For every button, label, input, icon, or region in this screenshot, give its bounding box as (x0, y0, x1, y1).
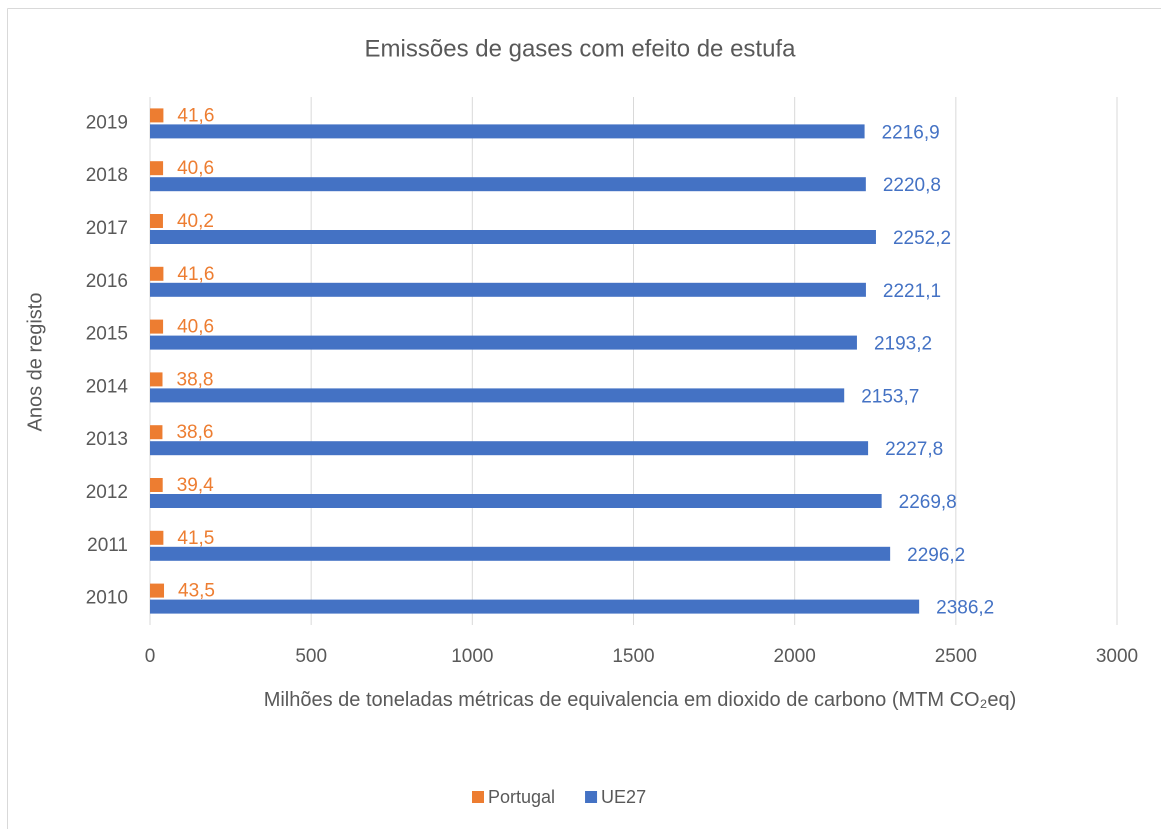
bar (150, 583, 165, 598)
bar (150, 161, 164, 176)
x-axis-label: Milhões de toneladas métricas de equival… (263, 689, 1017, 711)
bar (150, 530, 164, 545)
bar (150, 177, 866, 192)
value-label: 43,5 (178, 581, 215, 602)
x-tick-label: 3000 (1096, 646, 1138, 667)
value-label: 2221,1 (883, 281, 941, 302)
bar (150, 425, 163, 440)
value-label: 38,8 (177, 369, 214, 390)
value-label: 40,2 (177, 211, 214, 232)
value-label: 38,6 (176, 422, 213, 443)
bar (150, 441, 869, 456)
y-tick-label: 2010 (86, 588, 128, 609)
value-label: 2153,7 (861, 386, 919, 407)
bar (150, 319, 164, 334)
legend-label: UE27 (601, 787, 646, 807)
value-label: 41,6 (177, 105, 214, 126)
bar (150, 335, 857, 350)
bar (150, 494, 882, 508)
x-tick-label: 1500 (612, 646, 654, 667)
value-label: 2386,2 (936, 598, 994, 619)
bar (150, 282, 866, 297)
y-tick-label: 2012 (86, 482, 128, 503)
value-label: 2296,2 (907, 545, 965, 566)
y-axis-label: Anos de registo (24, 293, 46, 432)
bar (150, 266, 164, 281)
x-tick-label: 2500 (935, 646, 977, 667)
value-label: 41,5 (177, 528, 214, 549)
y-tick-label: 2011 (87, 535, 128, 556)
legend-label: Portugal (488, 787, 555, 807)
value-label: 39,4 (177, 475, 214, 496)
legend-swatch (585, 791, 598, 803)
x-tick-label: 2000 (774, 646, 816, 667)
value-label: 2216,9 (882, 122, 940, 143)
y-tick-label: 2017 (86, 218, 128, 239)
x-tick-label: 1000 (451, 646, 493, 667)
x-tick-label: 0 (145, 646, 156, 667)
y-tick-label: 2014 (86, 376, 129, 397)
bar (150, 599, 920, 614)
y-tick-label: 2013 (86, 429, 128, 450)
x-tick-label: 500 (295, 646, 327, 667)
bar (150, 124, 865, 139)
bar (150, 214, 163, 228)
value-label: 40,6 (177, 158, 214, 179)
y-tick-label: 2016 (86, 271, 128, 292)
value-label: 41,6 (177, 264, 214, 285)
y-tick-label: 2018 (86, 165, 128, 186)
value-label: 40,6 (177, 317, 214, 338)
bar (150, 372, 163, 387)
y-tick-label: 2019 (86, 112, 128, 133)
value-label: 2269,8 (899, 492, 957, 513)
value-label: 2227,8 (885, 439, 943, 460)
bar (150, 478, 163, 492)
value-label: 2220,8 (883, 175, 941, 196)
bar (150, 108, 164, 123)
legend-swatch (472, 791, 484, 803)
bar (150, 546, 891, 561)
y-tick-label: 2015 (86, 324, 128, 345)
value-label: 2252,2 (893, 228, 951, 249)
bar (150, 388, 845, 403)
value-label: 2193,2 (874, 334, 932, 355)
chart-title: Emissões de gases com efeito de estufa (365, 35, 797, 62)
bar (150, 230, 876, 244)
